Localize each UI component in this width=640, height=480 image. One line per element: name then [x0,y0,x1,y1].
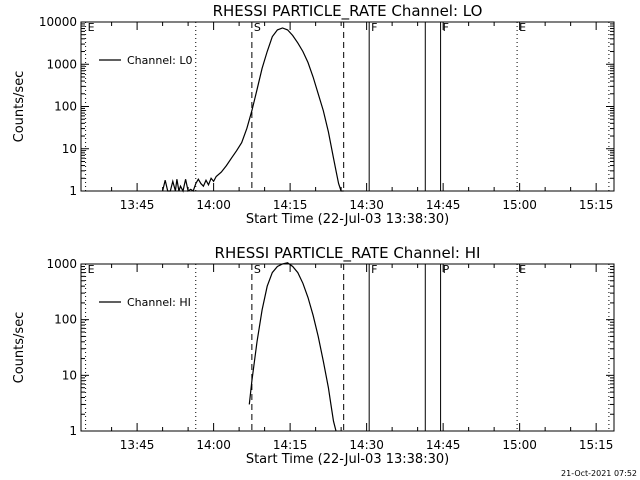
plot-frame [80,263,615,432]
y-tick-label: 10 [62,368,77,382]
event-marker-label: P [443,263,450,276]
y-tick-label: 1000 [46,257,77,271]
event-marker-label: S [254,21,261,34]
event-marker-label: S [254,263,261,276]
x-tick-label: 14:00 [196,438,231,452]
legend-label: Channel: L0 [127,54,193,67]
x-tick-label: 15:00 [502,198,537,212]
x-tick-label: 15:15 [579,198,614,212]
y-tick-label: 100 [54,100,77,114]
y-tick-label: 100 [54,313,77,327]
chart-title: RHESSI PARTICLE_RATE Channel: LO [213,2,483,21]
y-tick-label: 10 [62,142,77,156]
x-tick-label: 14:15 [273,438,308,452]
event-marker-label: E [88,21,95,34]
y-tick-label: 1000 [46,57,77,71]
x-tick-label: 14:30 [349,198,384,212]
x-tick-label: 15:15 [579,438,614,452]
x-tick-label: 13:45 [120,198,155,212]
legend-label: Channel: HI [127,296,191,309]
panel-hi: RHESSI PARTICLE_RATE Channel: HI 13:45 14:… [12,244,615,467]
y-axis-label: Counts/sec [12,312,27,384]
y-axis-label: Counts/sec [12,71,27,143]
event-marker-label: F [443,21,449,34]
x-tick-label: 14:30 [349,438,384,452]
event-marker-label: F [371,21,377,34]
plot-frame [80,21,615,192]
event-marker-label: E [519,263,526,276]
x-axis-label: Start Time (22-Jul-03 13:38:30) [246,452,449,467]
y-tick-label: 1 [69,184,77,198]
timestamp: 21-Oct-2021 07:52 [561,469,637,478]
x-tick-label: 14:45 [426,198,461,212]
x-tick-label: 14:15 [273,198,308,212]
event-marker-label: E [88,263,95,276]
series-line [162,27,344,193]
event-marker-label: E [519,21,526,34]
x-tick-label: 14:45 [426,438,461,452]
panel-lo: RHESSI PARTICLE_RATE Channel: LO 13:45 14:… [12,2,615,227]
x-axis-label: Start Time (22-Jul-03 13:38:30) [246,212,449,227]
y-tick-label: 10000 [39,15,77,29]
y-tick-label: 1 [69,424,77,438]
event-marker-label: F [371,263,377,276]
x-tick-label: 14:00 [196,198,231,212]
x-tick-label: 13:45 [120,438,155,452]
chart-title: RHESSI PARTICLE_RATE Channel: HI [215,244,481,263]
x-tick-label: 15:00 [502,438,537,452]
series-line [248,262,337,432]
